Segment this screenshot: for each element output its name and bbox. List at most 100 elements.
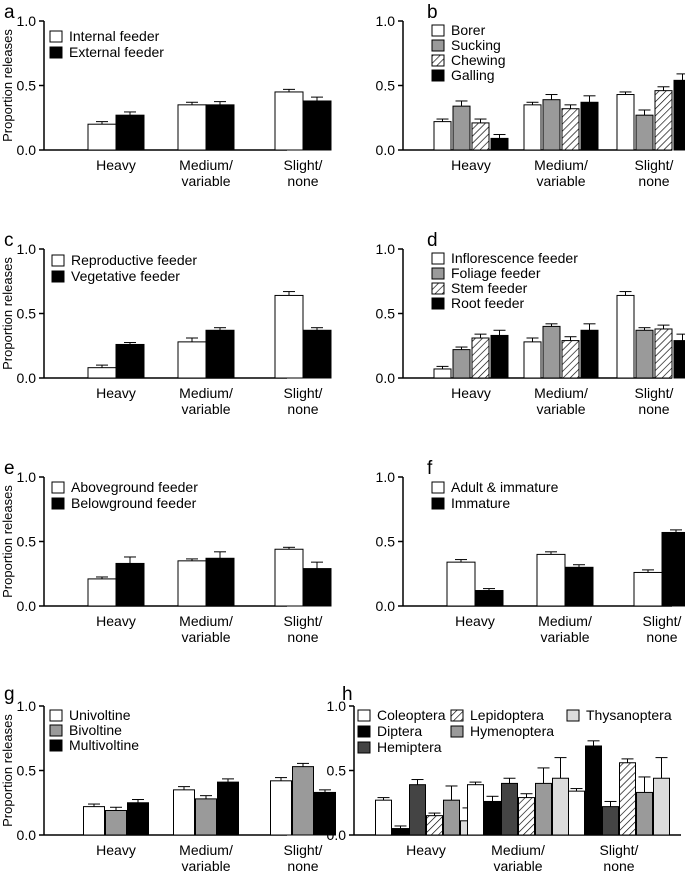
- y-tick-label: 0.5: [327, 763, 347, 779]
- bar-immature-1: [564, 566, 594, 607]
- legend-swatch-external-feeder: [49, 46, 63, 59]
- bar-thysanoptera-2: [653, 777, 670, 836]
- y-axis-label: Proportion releases: [0, 485, 15, 598]
- y-tick-label: 0.0: [376, 142, 396, 158]
- bar-sucking-2: [635, 114, 654, 151]
- legend-label-belowground-feeder: Belowground feeder: [71, 495, 197, 511]
- y-axis-label: Proportion releases: [0, 29, 15, 142]
- bar-adult-immature-2: [633, 571, 663, 607]
- bar-galling-1: [580, 101, 599, 151]
- legend-label-bivoltine: Bivoltine: [69, 722, 122, 738]
- panel-letter: a: [4, 2, 15, 23]
- bar-aboveground-feeder-1: [177, 560, 207, 607]
- x-category-label: Slight/none: [284, 842, 323, 871]
- legend-swatch-belowground-feeder: [51, 497, 65, 510]
- y-tick-label: 0.0: [17, 142, 37, 158]
- x-category-label: Slight/none: [284, 157, 323, 189]
- bar-univoltine-1: [173, 789, 195, 836]
- x-category-label: Medium/variable: [534, 157, 588, 189]
- y-tick-label: 0.5: [376, 306, 396, 322]
- x-category-label: Medium/variable: [179, 842, 233, 871]
- bar-hemiptera-2: [602, 806, 619, 836]
- bar-hymenoptera-0: [443, 799, 460, 836]
- bar-root-feeder-2: [673, 340, 685, 379]
- legend-label-sucking: Sucking: [451, 37, 501, 53]
- bar-univoltine-2: [270, 780, 292, 836]
- legend-swatch-reproductive-feeder: [51, 254, 65, 267]
- bar-belowground-feeder-1: [205, 557, 235, 607]
- legend-label-immature: Immature: [451, 495, 510, 511]
- legend-swatch-adult-immature: [431, 481, 445, 494]
- legend-swatch-sucking: [431, 39, 445, 52]
- x-category-label: Heavy: [406, 842, 446, 858]
- bar-hymenoptera-2: [636, 791, 653, 836]
- y-tick-label: 0.0: [17, 598, 37, 614]
- bar-internal-feeder-1: [177, 104, 207, 151]
- x-category-label: Heavy: [96, 157, 136, 173]
- bar-vegetative-feeder-1: [205, 329, 235, 379]
- legend-label-galling: Galling: [451, 67, 495, 83]
- bar-stem-feeder-0: [471, 337, 490, 379]
- legend-swatch-diptera: [357, 725, 371, 738]
- legend-swatch-borer: [431, 24, 445, 37]
- legend-label-external-feeder: External feeder: [69, 44, 164, 60]
- bar-immature-2: [661, 531, 685, 607]
- legend-swatch-coleoptera: [357, 709, 371, 722]
- y-tick-label: 1.0: [376, 241, 396, 257]
- legend-label-hymenoptera: Hymenoptera: [470, 723, 554, 739]
- legend-swatch-foliage-feeder: [431, 267, 445, 280]
- legend-label-reproductive-feeder: Reproductive feeder: [71, 252, 197, 268]
- x-category-label: Medium/variable: [179, 385, 233, 417]
- bar-coleoptera-0: [375, 799, 392, 836]
- bar-diptera-2: [585, 745, 602, 836]
- bar-hemiptera-1: [501, 782, 518, 836]
- x-category-label: Medium/variable: [538, 613, 592, 645]
- legend-label-aboveground-feeder: Aboveground feeder: [71, 479, 198, 495]
- legend-label-foliage-feeder: Foliage feeder: [451, 265, 541, 281]
- panel-letter: d: [427, 230, 438, 251]
- bar-sucking-0: [452, 105, 471, 151]
- bar-sucking-1: [542, 99, 561, 151]
- bar-multivoltine-0: [127, 802, 149, 836]
- legend-label-univoltine: Univoltine: [69, 707, 131, 723]
- y-tick-label: 0.5: [17, 78, 37, 94]
- legend-label-vegetative-feeder: Vegetative feeder: [71, 268, 180, 284]
- legend-swatch-aboveground-feeder: [51, 481, 65, 494]
- bar-belowground-feeder-2: [302, 568, 332, 607]
- x-category-label: Slight/none: [284, 385, 323, 417]
- bar-galling-0: [490, 137, 509, 151]
- panel-letter: g: [4, 684, 15, 705]
- bar-external-feeder-2: [302, 100, 332, 151]
- legend-swatch-multivoltine: [49, 739, 63, 752]
- legend-label-hemiptera: Hemiptera: [377, 739, 442, 755]
- bar-belowground-feeder-0: [115, 562, 145, 607]
- bar-reproductive-feeder-1: [177, 341, 207, 379]
- legend-swatch-hymenoptera: [450, 725, 464, 738]
- y-tick-label: 0.0: [376, 598, 396, 614]
- bar-inflorescence-feeder-0: [433, 368, 452, 379]
- bar-coleoptera-2: [568, 790, 585, 836]
- x-category-label: Heavy: [451, 385, 491, 401]
- bar-bivoltine-1: [195, 798, 217, 836]
- bar-hemiptera-0: [409, 784, 426, 836]
- x-category-label: Heavy: [96, 613, 136, 629]
- bar-foliage-feeder-1: [542, 325, 561, 379]
- y-tick-label: 1.0: [17, 698, 37, 714]
- panel-h: h 0.0 0.5 1.0 Heavy Medium/variable Slight/non…: [327, 684, 681, 871]
- panel-d: d 0.0 0.5 1.0 Heavy Medium/variable Slight/non…: [376, 230, 685, 417]
- x-category-label: Slight/none: [635, 385, 674, 417]
- legend-label-adult-immature: Adult & immature: [451, 479, 559, 495]
- bar-galling-2: [673, 79, 685, 151]
- bar-external-feeder-1: [205, 104, 235, 151]
- legend-swatch-vegetative-feeder: [51, 270, 65, 283]
- panel-letter: b: [427, 2, 438, 23]
- y-tick-label: 0.5: [17, 534, 37, 550]
- x-category-label: Medium/variable: [179, 613, 233, 645]
